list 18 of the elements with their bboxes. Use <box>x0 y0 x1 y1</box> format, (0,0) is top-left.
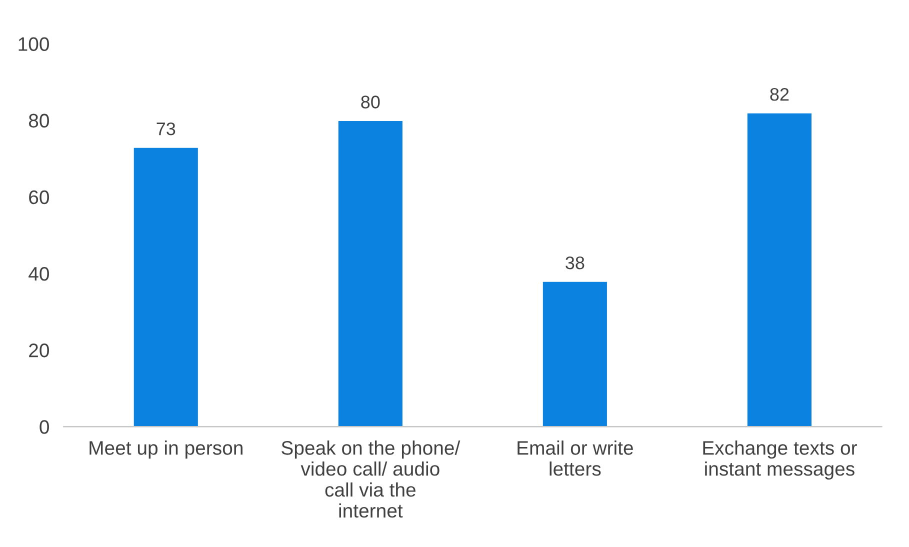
x-tick-label: Email or write letters <box>518 440 633 476</box>
x-tick-label: Speak on the phone/ video call/ audio call via the internet <box>282 440 460 518</box>
data-label: 38 <box>566 256 584 270</box>
y-tick-label: 80 <box>28 114 49 128</box>
x-tick-label: Exchange texts or instant messages <box>703 440 857 480</box>
y-tick-label: 0 <box>40 420 49 434</box>
y-tick-label: 20 <box>29 344 49 358</box>
data-label: 80 <box>361 96 380 108</box>
y-tick-label: 100 <box>18 37 49 51</box>
bar <box>337 120 404 427</box>
y-tick-label: 40 <box>28 266 49 281</box>
bar <box>746 112 813 427</box>
bar <box>132 146 200 427</box>
x-tick-label: Meet up in person <box>90 440 242 459</box>
y-tick-label: 60 <box>29 190 49 204</box>
bar <box>542 280 608 427</box>
data-label: 73 <box>156 122 176 136</box>
data-label: 82 <box>770 88 789 101</box>
